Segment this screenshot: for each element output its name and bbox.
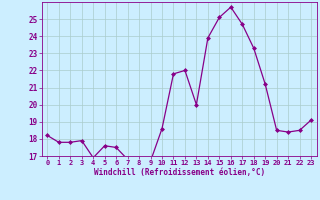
X-axis label: Windchill (Refroidissement éolien,°C): Windchill (Refroidissement éolien,°C)	[94, 168, 265, 177]
